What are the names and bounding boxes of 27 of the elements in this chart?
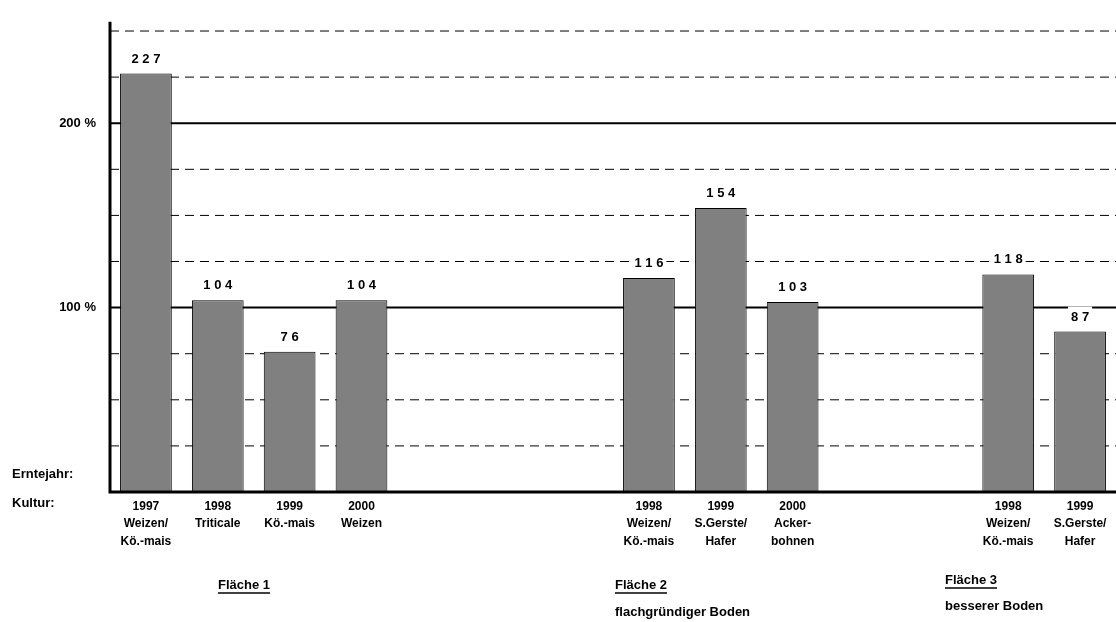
data-label: 1 1 8 (993, 251, 1023, 267)
x-tick-label: 1999 Kö.-mais (264, 499, 316, 531)
data-label: 1 5 4 (706, 185, 737, 201)
x-tick-label: 1999 S.Gerste/ Hafer (694, 499, 748, 548)
data-label: 8 7 (1071, 308, 1090, 324)
text: Erntejahr: (12, 465, 74, 481)
data-label: 1 0 4 (347, 277, 377, 293)
data-label: 1 0 4 (203, 277, 234, 293)
data-label: 1 1 6 (634, 255, 664, 271)
y-tick-label: 200 % (59, 114, 97, 130)
y-tick-label: 100 % (59, 299, 97, 315)
text: Fläche 2 (615, 576, 668, 592)
x-tick-label: 1998 Weizen/ Kö.-mais (623, 499, 675, 548)
text: Fläche 3 (945, 571, 998, 587)
text: flachgründiger Boden (615, 603, 751, 619)
text: besserer Boden (945, 597, 1044, 613)
x-tick-label: 1999 S.Gerste/ Hafer (1053, 499, 1108, 548)
text: Kultur: (12, 494, 55, 510)
data-label: 2 2 7 (131, 50, 161, 66)
x-tick-label: 2000 Acker- bohnen (770, 499, 815, 548)
data-label: 7 6 (280, 328, 299, 344)
x-tick-label: 1998 Triticale (195, 499, 241, 531)
x-tick-label: 2000 Weizen (340, 499, 383, 531)
x-tick-label: 1998 Weizen/ Kö.-mais (982, 499, 1034, 548)
x-tick-label: 1997 Weizen/ Kö.-mais (120, 499, 172, 548)
text: Fläche 1 (218, 576, 271, 592)
data-label: 1 0 3 (778, 279, 808, 295)
